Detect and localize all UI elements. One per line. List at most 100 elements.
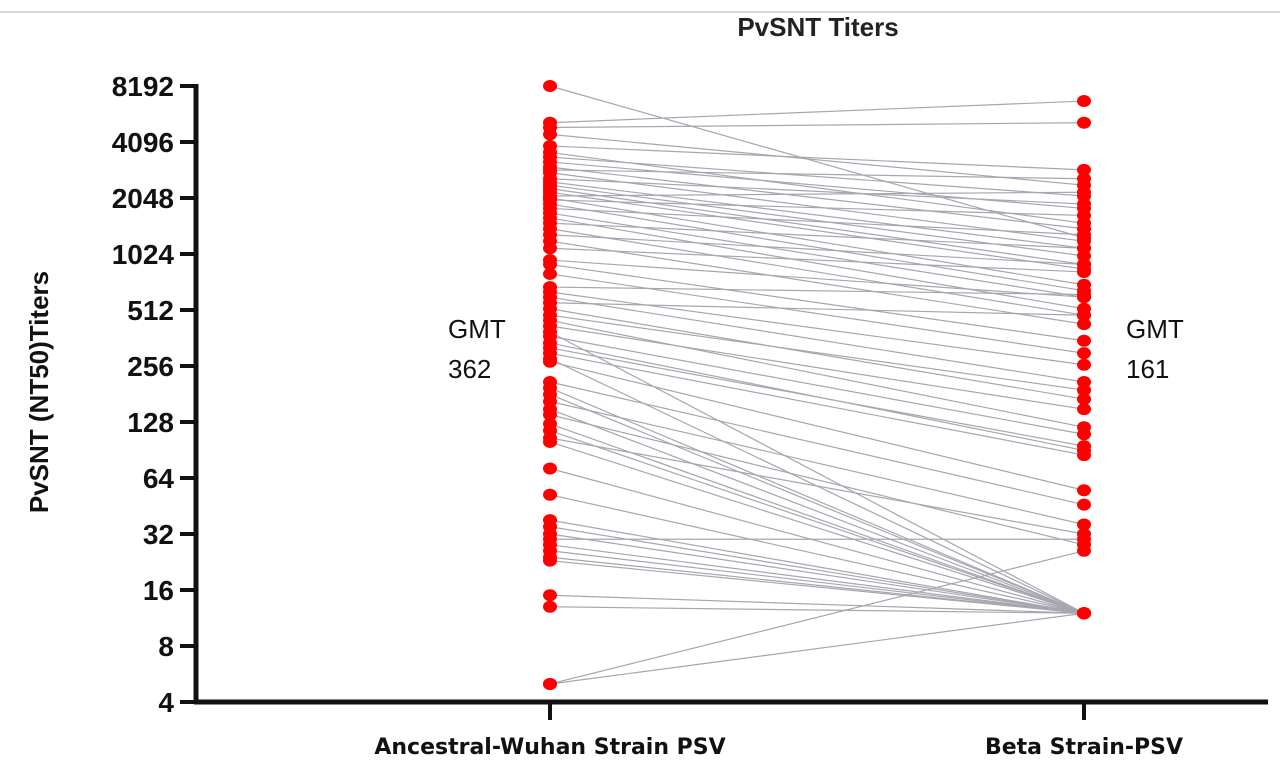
data-point <box>543 677 557 690</box>
pair-line <box>549 217 1085 310</box>
data-point <box>1077 116 1091 129</box>
pair-line <box>549 430 1085 614</box>
y-tick-label: 32 <box>143 519 174 550</box>
chart-title: PvSNT Titers <box>737 12 898 42</box>
y-tick-label: 256 <box>127 351 174 382</box>
data-point <box>1077 95 1091 108</box>
pair-line <box>549 156 1085 197</box>
pair-line <box>549 199 1085 217</box>
pair-line <box>549 352 1085 456</box>
pair-line <box>549 347 1085 447</box>
pair-line <box>549 526 1085 614</box>
y-ticks: 8192 4096 2048 1024 512 256 128 64 32 16 8 4 <box>112 71 196 718</box>
y-tick-label: 2048 <box>112 183 174 214</box>
y-tick-label: 4 <box>158 687 174 718</box>
data-point <box>1077 607 1091 620</box>
data-point <box>1077 403 1091 416</box>
pair-lines <box>549 85 1085 685</box>
pair-line <box>549 361 1085 491</box>
pair-line <box>549 414 1085 546</box>
data-point <box>1077 393 1091 406</box>
pair-line <box>549 222 1085 249</box>
y-tick-label: 512 <box>127 295 174 326</box>
data-point <box>1077 449 1091 462</box>
gmt-value-left: 362 <box>448 354 491 384</box>
data-point <box>543 600 557 613</box>
pair-line <box>549 286 1085 296</box>
data-point <box>1077 242 1091 255</box>
pair-line <box>549 122 1085 129</box>
y-axis-label: PvSNT (NT50)Titers <box>24 271 54 513</box>
gmt-value-right: 161 <box>1126 354 1169 384</box>
pair-line <box>549 612 1085 685</box>
x-tick-label: Beta Strain-PSV <box>985 735 1183 760</box>
data-point <box>1077 309 1091 322</box>
pair-line <box>549 203 1085 292</box>
data-point <box>543 355 557 368</box>
pair-line <box>549 212 1085 298</box>
y-tick-label: 128 <box>127 407 174 438</box>
x-ticks: Ancestral-Wuhan Strain PSV Beta Strain-PS… <box>374 702 1183 760</box>
data-point <box>1077 544 1091 557</box>
pair-line <box>549 308 1085 400</box>
y-tick-label: 8 <box>158 631 174 662</box>
data-point <box>543 80 557 92</box>
pair-line <box>549 145 1085 171</box>
pair-line <box>549 437 1085 535</box>
pair-line <box>549 533 1085 614</box>
data-point <box>1077 518 1091 531</box>
data-point <box>1077 163 1091 176</box>
pair-line <box>549 408 1085 614</box>
data-point <box>543 128 557 141</box>
pair-line <box>549 331 1085 614</box>
pair-line <box>549 467 1085 614</box>
data-point <box>1077 440 1091 453</box>
pair-line <box>549 560 1085 614</box>
pair-line <box>549 240 1085 325</box>
y-tick-label: 8192 <box>112 71 174 102</box>
data-point <box>1077 484 1091 497</box>
data-point <box>1077 498 1091 511</box>
pair-line <box>549 319 1085 428</box>
pair-line <box>549 550 1085 685</box>
data-point <box>1077 265 1091 278</box>
pair-line <box>549 273 1085 354</box>
pair-line <box>549 423 1085 614</box>
axes <box>193 84 1268 705</box>
y-tick-label: 16 <box>143 575 174 606</box>
pair-line <box>549 259 1085 298</box>
pair-line <box>549 247 1085 273</box>
pair-line <box>549 169 1085 180</box>
pair-line <box>549 335 1085 435</box>
data-point <box>1077 533 1091 546</box>
data-point <box>1077 288 1091 301</box>
data-point <box>1077 384 1091 397</box>
data-point <box>543 242 557 255</box>
pair-line <box>549 325 1085 410</box>
pair-line <box>549 151 1085 224</box>
pair-line <box>549 291 1085 366</box>
data-point <box>1077 347 1091 360</box>
pair-line <box>549 302 1085 316</box>
pair-line <box>549 606 1085 614</box>
data-point <box>1077 318 1091 331</box>
data-point <box>1077 186 1091 199</box>
pair-line <box>549 191 1085 270</box>
pair-line <box>549 314 1085 391</box>
data-point <box>1077 228 1091 241</box>
pair-line <box>549 594 1085 614</box>
pair-line <box>549 381 1085 506</box>
pair-line <box>549 207 1085 236</box>
pair-line <box>549 550 1085 614</box>
data-point <box>1077 209 1091 222</box>
data-point <box>543 258 557 271</box>
data-point <box>543 267 557 280</box>
pair-line <box>549 296 1085 383</box>
data-point <box>1077 198 1091 211</box>
pair-line <box>549 393 1085 614</box>
x-tick-label: Ancestral-Wuhan Strain PSV <box>374 735 725 760</box>
data-point <box>543 488 557 501</box>
pair-line <box>549 519 1085 614</box>
data-point <box>1077 428 1091 441</box>
